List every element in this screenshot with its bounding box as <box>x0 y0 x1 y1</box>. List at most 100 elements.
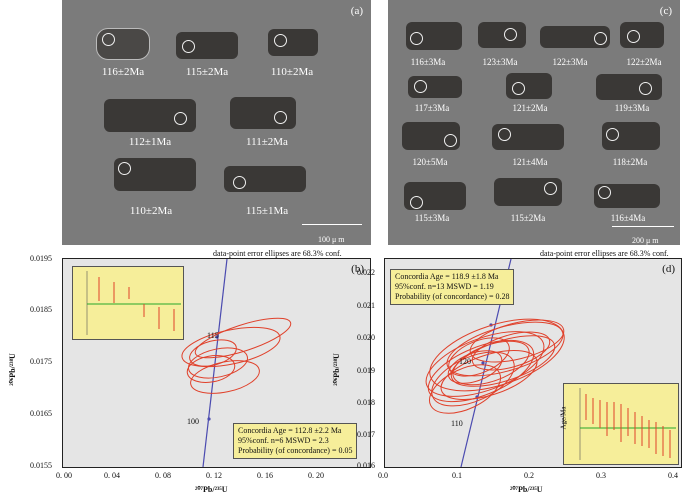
spot-circle <box>182 40 195 53</box>
y-tick-label: 0.0175 <box>30 357 52 366</box>
age-label: 115±1Ma <box>245 205 289 217</box>
error-ellipse <box>429 364 501 414</box>
x-tick-label: 0.0 <box>378 471 388 480</box>
age-label: 116±2Ma <box>101 66 145 78</box>
x-tick-label: 0. 20 <box>308 471 324 480</box>
y-tick-label: 0.022 <box>357 268 375 277</box>
age-label: 121±4Ma <box>512 157 548 167</box>
scale-bar <box>302 224 362 225</box>
summary-line: 95%conf. n=13 MSWD = 1.19 <box>395 282 494 291</box>
error-ellipse <box>194 317 292 359</box>
ellipse-note-right: data-point error ellipses are 68.3% conf… <box>540 249 669 258</box>
zircon-grain <box>478 22 526 48</box>
spot-circle <box>102 33 115 46</box>
error-ellipse <box>190 360 260 394</box>
y-tick-label: 0.020 <box>357 333 375 342</box>
spot-circle <box>606 128 619 141</box>
age-label: 121±2Ma <box>512 103 548 113</box>
age-label: 110±2Ma <box>270 66 314 78</box>
y-tick-label: 0.016 <box>357 461 375 470</box>
spot-circle <box>598 186 611 199</box>
error-ellipse <box>440 349 538 401</box>
ellipse-note-left: data-point error ellipses are 68.3% conf… <box>213 249 342 258</box>
panel-b-inset <box>72 266 184 340</box>
spot-circle <box>233 176 246 189</box>
x-axis-label: ²⁰⁷Pb/²³⁵U <box>510 485 543 494</box>
spot-circle <box>410 196 423 209</box>
error-ellipse <box>186 355 236 383</box>
x-tick-label: 0.3 <box>596 471 606 480</box>
age-label: 110±2Ma <box>129 205 173 217</box>
panel-b-plot: (b) 115 100 Concordia Age = 112.8 ±2.2 M… <box>62 258 371 468</box>
spot-circle <box>504 28 517 41</box>
summary-line: 95%conf. n=6 MSWD = 2.3 <box>238 436 329 445</box>
error-ellipse <box>431 351 515 407</box>
spot-circle <box>594 32 607 45</box>
x-tick-label: 0.1 <box>452 471 462 480</box>
age-label: 111±2Ma <box>246 136 288 148</box>
x-tick-label: 0. 16 <box>257 471 273 480</box>
x-tick-label: 0. 08 <box>155 471 171 480</box>
panel-a-tag: (a) <box>350 5 363 17</box>
age-label: 115±2Ma <box>185 66 229 78</box>
y-tick-label: 0.0195 <box>30 254 52 263</box>
spot-circle <box>174 112 187 125</box>
spot-circle <box>544 182 557 195</box>
y-tick-label: 0.017 <box>357 430 375 439</box>
panel-d-plot: (d) 130 120 110 Concordia Age = 118.9 ±1… <box>384 258 682 468</box>
panel-d-inset-svg <box>579 388 676 460</box>
error-ellipse <box>188 347 248 379</box>
error-ellipse <box>450 335 556 387</box>
scale-label: 100 μ m <box>318 235 345 244</box>
x-tick-label: 0.4 <box>668 471 678 480</box>
summary-line: Concordia Age = 112.8 ±2.2 Ma <box>238 426 342 435</box>
concordia-marker <box>215 335 219 339</box>
x-tick-label: 0. 12 <box>206 471 222 480</box>
spot-circle <box>410 32 423 45</box>
error-ellipse <box>447 350 503 384</box>
error-ellipse <box>425 331 545 397</box>
concordia-age-label: 100 <box>187 417 199 426</box>
spot-circle <box>274 111 287 124</box>
scale-bar <box>612 226 674 227</box>
concordia-curve <box>202 259 228 467</box>
concordia-age-label: 115 <box>207 331 219 340</box>
y-tick-label: 0.0165 <box>30 409 52 418</box>
panel-c-photo: (c) 116±3Ma 123±3Ma 122±3Ma 122±2Ma 117±… <box>388 0 680 245</box>
y-tick-label: 0.021 <box>357 301 375 310</box>
x-tick-label: 0. 04 <box>104 471 120 480</box>
age-label: 120±5Ma <box>412 157 448 167</box>
summary-line: Concordia Age = 118.9 ±1.8 Ma <box>395 272 499 281</box>
panel-d-inset: Age/Ma <box>559 383 679 465</box>
age-label: 115±3Ma <box>414 213 450 223</box>
x-tick-label: 0.2 <box>524 471 534 480</box>
spot-circle <box>444 134 457 147</box>
zircon-grain <box>596 74 662 100</box>
spot-circle <box>512 82 525 95</box>
age-label: 123±3Ma <box>482 57 518 67</box>
error-ellipse <box>471 331 551 371</box>
age-label: 112±1Ma <box>128 136 172 148</box>
concordia-marker <box>207 417 211 421</box>
spot-circle <box>627 30 640 43</box>
age-label: 118±2Ma <box>612 157 648 167</box>
summary-line: Probability (of concordance) = 0.05 <box>238 446 353 455</box>
panel-c-tag: (c) <box>659 5 672 17</box>
error-ellipse <box>469 319 565 363</box>
spot-circle <box>639 82 652 95</box>
panel-b-inset-svg <box>86 271 181 335</box>
concordia-age-label: 110 <box>451 419 463 428</box>
panel-a-photo: (a) 116±2Ma 115±2Ma 110±2Ma 112±1Ma 111±… <box>62 0 371 245</box>
panel-b-summary: Concordia Age = 112.8 ±2.2 Ma 95%conf. n… <box>233 423 358 459</box>
error-ellipse <box>427 339 535 403</box>
y-axis-label: ²⁰⁶Pb/²³⁸U <box>331 353 341 386</box>
spot-circle <box>414 80 427 93</box>
y-tick-label: 0.0185 <box>30 305 52 314</box>
age-label: 115±2Ma <box>510 213 546 223</box>
panel-b-tag: (b) <box>351 263 364 275</box>
spot-circle <box>498 128 511 141</box>
x-tick-label: 0. 00 <box>56 471 72 480</box>
concordia-marker <box>481 361 485 365</box>
age-label: 117±3Ma <box>414 103 450 113</box>
age-label: 116±3Ma <box>410 57 446 67</box>
